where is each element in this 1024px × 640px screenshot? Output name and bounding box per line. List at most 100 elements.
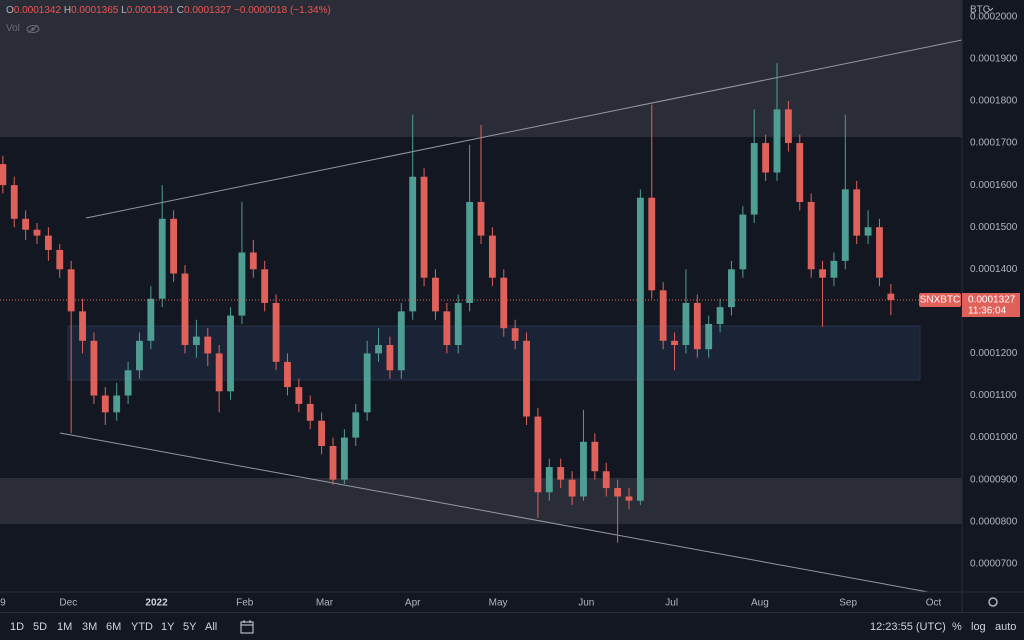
range-button[interactable]: 5Y (183, 621, 197, 633)
resistance-zone (0, 0, 962, 137)
candle-body (56, 249, 64, 270)
chart: BTC 0.0000700 0.0000800 0.0000900 0.0001000… (0, 0, 1024, 612)
candle-body (796, 143, 804, 202)
candle-body (340, 437, 348, 480)
candle-body (705, 323, 713, 350)
candle-body (500, 277, 508, 329)
candle-body (841, 189, 849, 261)
candle-body (136, 340, 143, 371)
candle-body (227, 315, 234, 392)
candle-body (693, 302, 701, 350)
y-tick-label: 0.0000900 (970, 474, 1018, 485)
range-button[interactable]: 1M (57, 621, 73, 633)
y-tick-label: 0.0001600 (970, 180, 1018, 191)
candle-body (602, 471, 610, 489)
candle-body (739, 214, 747, 270)
candle-body (204, 336, 212, 354)
upper-trendline (85, 39, 962, 219)
candle-body (614, 488, 622, 497)
candle-body (648, 197, 656, 291)
x-tick-label: Aug (751, 598, 769, 609)
candle-body (557, 467, 565, 480)
x-tick-label: May (489, 598, 508, 609)
volume-legend[interactable]: Vol (6, 23, 40, 34)
candle-body (67, 269, 75, 312)
eye-icon[interactable] (26, 24, 40, 34)
x-tick-label: Mar (316, 598, 334, 609)
demand-zone (67, 325, 921, 381)
candle-body (580, 441, 587, 497)
candle-body (329, 445, 337, 480)
y-tick-label: 0.0001700 (970, 138, 1018, 149)
percent-toggle[interactable]: % (952, 621, 962, 633)
range-button[interactable]: 6M (106, 621, 122, 633)
y-tick-label: 0.0001900 (970, 54, 1018, 65)
candle-body (671, 340, 678, 346)
candle-body (568, 479, 576, 497)
y-tick-label: 0.0001200 (970, 348, 1018, 359)
candle-body (295, 387, 303, 404)
candle-body (432, 277, 439, 312)
high-key: H (63, 5, 72, 16)
countdown: 11:36:04 (968, 306, 1007, 317)
candle-body (386, 345, 394, 371)
candle-body (44, 235, 52, 250)
open-key: O (6, 5, 14, 16)
candle-body (238, 252, 246, 316)
settings-icon[interactable] (988, 597, 998, 607)
candle-body (33, 229, 41, 236)
candle-body (192, 336, 200, 346)
candle-body (90, 340, 98, 396)
range-button[interactable]: 1D (10, 621, 25, 633)
candle-body (22, 218, 30, 230)
range-button[interactable]: 3M (82, 621, 98, 633)
candle-body (887, 293, 895, 300)
candle-body (591, 441, 599, 472)
candle-body (306, 403, 314, 421)
candle-body (272, 302, 280, 362)
ohlc-legend: O0.0001342 H0.0001365 L0.0001291 C0.0001… (6, 5, 331, 16)
candle-body (728, 269, 735, 308)
range-button[interactable]: All (205, 621, 218, 633)
price-tag (962, 292, 1020, 317)
y-tick-label: 0.0001500 (970, 222, 1018, 233)
x-tick-label: Jun (578, 598, 594, 609)
candle-body (807, 201, 815, 270)
candle-body (113, 395, 121, 413)
range-button[interactable]: 5D (33, 621, 48, 633)
candle-body (0, 164, 7, 186)
range-button[interactable]: 1Y (161, 621, 175, 633)
calendar-icon[interactable] (240, 620, 254, 634)
candle-body (477, 201, 485, 236)
drawings (0, 0, 962, 592)
x-tick-label: Sep (839, 598, 857, 609)
candle-body (79, 311, 86, 341)
candle-body (545, 467, 553, 493)
log-toggle[interactable]: log (971, 621, 986, 633)
high: 0.0001365 (71, 5, 119, 16)
support-zone (0, 478, 962, 524)
symbol-tag (919, 292, 961, 307)
range-button[interactable]: YTD (131, 621, 153, 633)
candle-body (488, 235, 496, 278)
gear[interactable] (988, 597, 998, 607)
last-price-label: 0.0001327 (968, 295, 1016, 306)
auto-toggle[interactable]: auto (995, 621, 1017, 633)
symbol-label: SNXBTC (920, 295, 961, 306)
candle-body (534, 416, 542, 493)
candle-body (215, 353, 223, 392)
candle-body (876, 227, 883, 278)
candle-body (636, 197, 644, 501)
candle-body (659, 290, 667, 341)
candle-body (819, 269, 826, 278)
candle-body (830, 260, 838, 278)
candle-body (409, 176, 417, 312)
candle-body (352, 412, 360, 438)
y-tick-label: 0.0001000 (970, 432, 1018, 443)
candle-body (249, 252, 257, 270)
y-tick-label: 0.0002000 (970, 11, 1018, 22)
candle-body (682, 302, 690, 346)
currency-caret (987, 7, 994, 12)
x-tick-label: Dec (59, 598, 77, 609)
